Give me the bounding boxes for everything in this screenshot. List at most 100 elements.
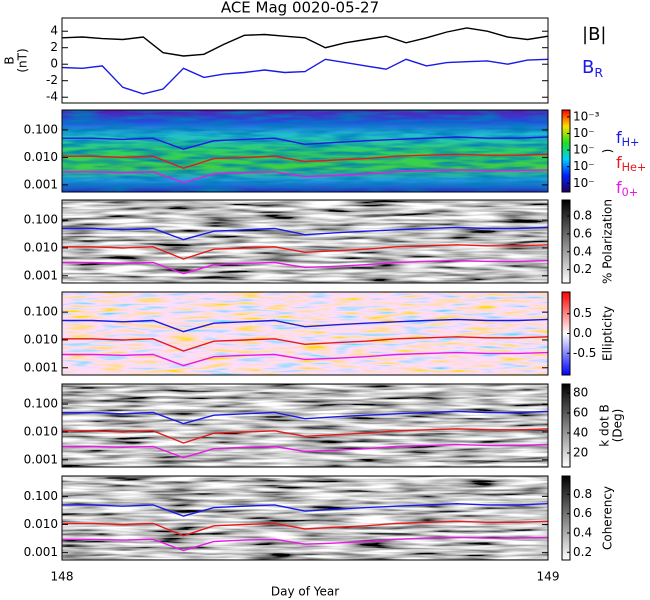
colorbar-tick-label: 0.0 (573, 326, 592, 340)
y-tick-label: 0.010 (24, 150, 58, 164)
colorbar-tick-label: 0.8 (573, 487, 592, 501)
y-axis-label: (nT) (16, 48, 30, 72)
x-axis-label: Day of Year (271, 585, 339, 599)
plot-frame (61, 383, 549, 468)
colorbar-tick-label: 0.6 (573, 226, 592, 240)
series-line (62, 410, 549, 425)
y-tick-label: 4 (50, 24, 58, 38)
colorbar-tick-label: -0.5 (573, 346, 596, 360)
y-tick-label: 0.100 (24, 305, 58, 319)
series-line (62, 169, 549, 184)
y-axis-label: B (3, 56, 17, 64)
y-tick-label: 0.001 (24, 545, 58, 559)
legend-entry: fH+ (616, 128, 639, 150)
y-tick-label: -2 (46, 73, 58, 87)
series-line (62, 520, 549, 537)
x-tick-label: 148 (51, 570, 74, 584)
y-tick-label: 0.001 (24, 360, 58, 374)
colorbar-tick-label: 0.4 (573, 525, 592, 539)
y-tick-label: 0.010 (24, 240, 58, 254)
plot-frame (61, 475, 549, 561)
plot-frame (61, 109, 549, 193)
legend-subscript: R (594, 65, 603, 80)
colorbar-label: % Polarization (601, 199, 615, 284)
y-tick-label: 0.100 (24, 122, 58, 136)
colorbar-tick-label: 0.2 (573, 545, 592, 559)
plot-frame (61, 199, 549, 284)
y-tick-label: 0.100 (24, 489, 58, 503)
colorbar-tick-label: 0.2 (573, 262, 592, 276)
series-line (62, 502, 549, 517)
y-tick-label: 2 (50, 40, 58, 54)
series-line (62, 336, 549, 352)
x-tick-label: 149 (537, 570, 560, 584)
y-tick-label: -4 (46, 90, 58, 104)
legend-entry: BR (582, 57, 603, 80)
colorbar-tick-label: 10⁻ (573, 159, 595, 173)
series-line (62, 153, 549, 170)
y-tick-label: 0.010 (24, 424, 58, 438)
series-line (61, 58, 549, 95)
spectrogram-texture (62, 200, 548, 283)
legend-name: |B| (582, 24, 606, 45)
colorbar-label: (Deg) (611, 409, 625, 443)
series-line (62, 318, 549, 333)
colorbar-tick-label: 10⁻ (573, 126, 595, 140)
legend-subscript: He+ (622, 161, 647, 174)
colorbar-tick-label: 40 (573, 426, 588, 440)
colorbar-tick-label: 0.5 (573, 306, 592, 320)
y-tick-label: 0 (50, 57, 58, 71)
colorbar-label: k dot B (598, 404, 612, 446)
colorbar-tick-label: 80 (573, 386, 588, 400)
spectrogram-texture (62, 292, 548, 375)
colorbar (561, 199, 571, 284)
series-line (62, 244, 549, 260)
colorbar-tick-label: 10⁻ (573, 176, 595, 190)
spectrogram-texture (62, 476, 548, 560)
colorbar (561, 109, 571, 193)
colorbar-label: ) (601, 149, 615, 154)
y-tick-label: 0.100 (24, 397, 58, 411)
plot-frame (61, 291, 549, 376)
legend-name: B (582, 57, 594, 78)
spectrogram-texture (62, 110, 548, 192)
series-line (62, 536, 549, 552)
legend-name: f (616, 153, 622, 172)
legend-entry: f0+ (616, 178, 638, 200)
legend-entry: fHe+ (616, 153, 646, 175)
spectrogram-texture (62, 384, 548, 467)
series-line (61, 27, 549, 57)
colorbar-tick-label: 0.4 (573, 244, 592, 258)
colorbar-label: Ellipticity (601, 306, 615, 361)
colorbar-tick-label: 60 (573, 406, 588, 420)
y-tick-label: 0.010 (24, 517, 58, 531)
legend-name: f (616, 128, 622, 147)
legend-subscript: 0+ (622, 186, 639, 199)
colorbar-tick-label: 0.8 (573, 209, 592, 223)
y-tick-label: 0.100 (24, 213, 58, 227)
series-line (62, 226, 549, 241)
y-tick-label: 0.001 (24, 268, 58, 282)
colorbar-tick-label: 20 (573, 446, 588, 460)
y-tick-label: 0.010 (24, 332, 58, 346)
chart-title: ACE Mag 0020-05-27 (221, 0, 379, 17)
colorbar-tick-label: 0.6 (573, 506, 592, 520)
colorbar (561, 475, 571, 561)
series-line (62, 443, 549, 459)
colorbar-tick-label: 10⁻ (573, 143, 595, 157)
series-line (62, 259, 549, 275)
colorbar-label: Coherency (601, 486, 615, 550)
y-tick-label: 0.001 (24, 452, 58, 466)
colorbar-tick-label: 10⁻³ (573, 109, 600, 123)
legend-entry: |B| (582, 24, 606, 45)
plot-frame (61, 17, 549, 104)
legend-name: f (616, 178, 622, 197)
y-tick-label: 0.001 (24, 177, 58, 191)
colorbar (561, 383, 571, 468)
series-line (62, 428, 549, 444)
legend-subscript: H+ (622, 136, 640, 149)
series-line (62, 351, 549, 367)
series-line (62, 136, 549, 150)
